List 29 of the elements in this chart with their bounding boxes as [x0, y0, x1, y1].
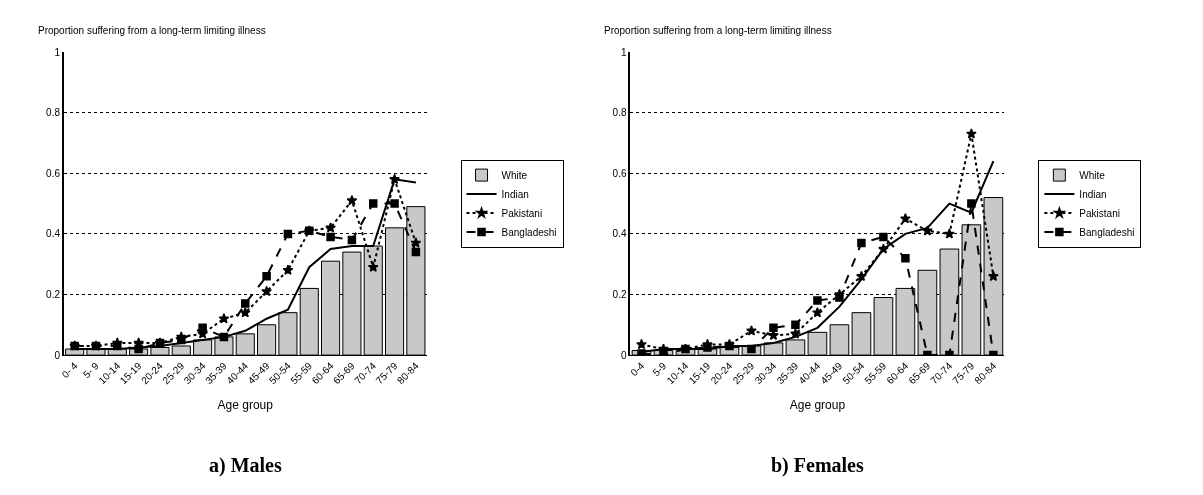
y-tick-label: 0.6: [46, 167, 61, 179]
y-tick-label: 0: [54, 349, 61, 361]
x-axis-title: Age group: [217, 398, 274, 413]
legend-label: Bangladeshi: [501, 227, 557, 238]
y-tick-label: 1: [54, 46, 61, 58]
y-tick-label: 0.2: [46, 288, 61, 300]
y-tick-label: 0: [620, 349, 627, 361]
legend-label: Indian: [1079, 189, 1107, 200]
x-tick-label: 0-4: [628, 359, 647, 379]
y-tick-label: 1: [620, 46, 627, 58]
text: a) Males: [209, 454, 282, 477]
y-axis-title: Proportion suffering from a long-term limiting illness: [38, 25, 266, 36]
x-tick-label: 5-9: [650, 359, 669, 379]
text: b) Females: [771, 454, 864, 477]
y-tick-label: 0.8: [46, 107, 61, 119]
x-tick-label: 0- 4: [59, 359, 80, 381]
legend-label: Pakistani: [501, 208, 543, 219]
legend-label: White: [501, 170, 528, 181]
legend-label: Bangladeshi: [1079, 227, 1135, 238]
y-tick-label: 0.4: [612, 228, 627, 240]
y-tick-label: 0.2: [612, 288, 627, 300]
legend-label: Pakistani: [1079, 208, 1120, 219]
x-axis-title: Age group: [789, 398, 846, 413]
legend-label: Indian: [501, 189, 529, 200]
y-tick-label: 0.8: [612, 107, 627, 119]
y-tick-label: 0.6: [612, 167, 627, 179]
y-tick-label: 0.4: [46, 228, 61, 240]
y-axis-title: Proportion suffering from a long-term limiting illness: [604, 25, 832, 36]
legend-label: White: [1079, 170, 1106, 181]
